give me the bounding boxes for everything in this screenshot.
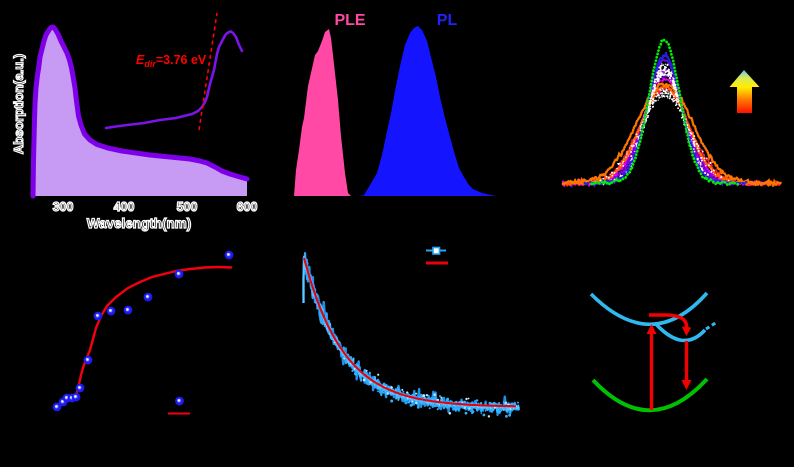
svg-text:300: 300 (53, 200, 74, 214)
svg-text:PL: PL (437, 12, 458, 29)
svg-text:Absorption(a.u.): Absorption(a.u.) (11, 54, 26, 154)
svg-text:PLE: PLE (334, 12, 365, 29)
svg-text:400: 400 (114, 200, 135, 214)
svg-text:Wavelength(nm): Wavelength(nm) (87, 216, 192, 231)
svg-text:500: 500 (177, 200, 198, 214)
svg-text:600: 600 (237, 200, 258, 214)
